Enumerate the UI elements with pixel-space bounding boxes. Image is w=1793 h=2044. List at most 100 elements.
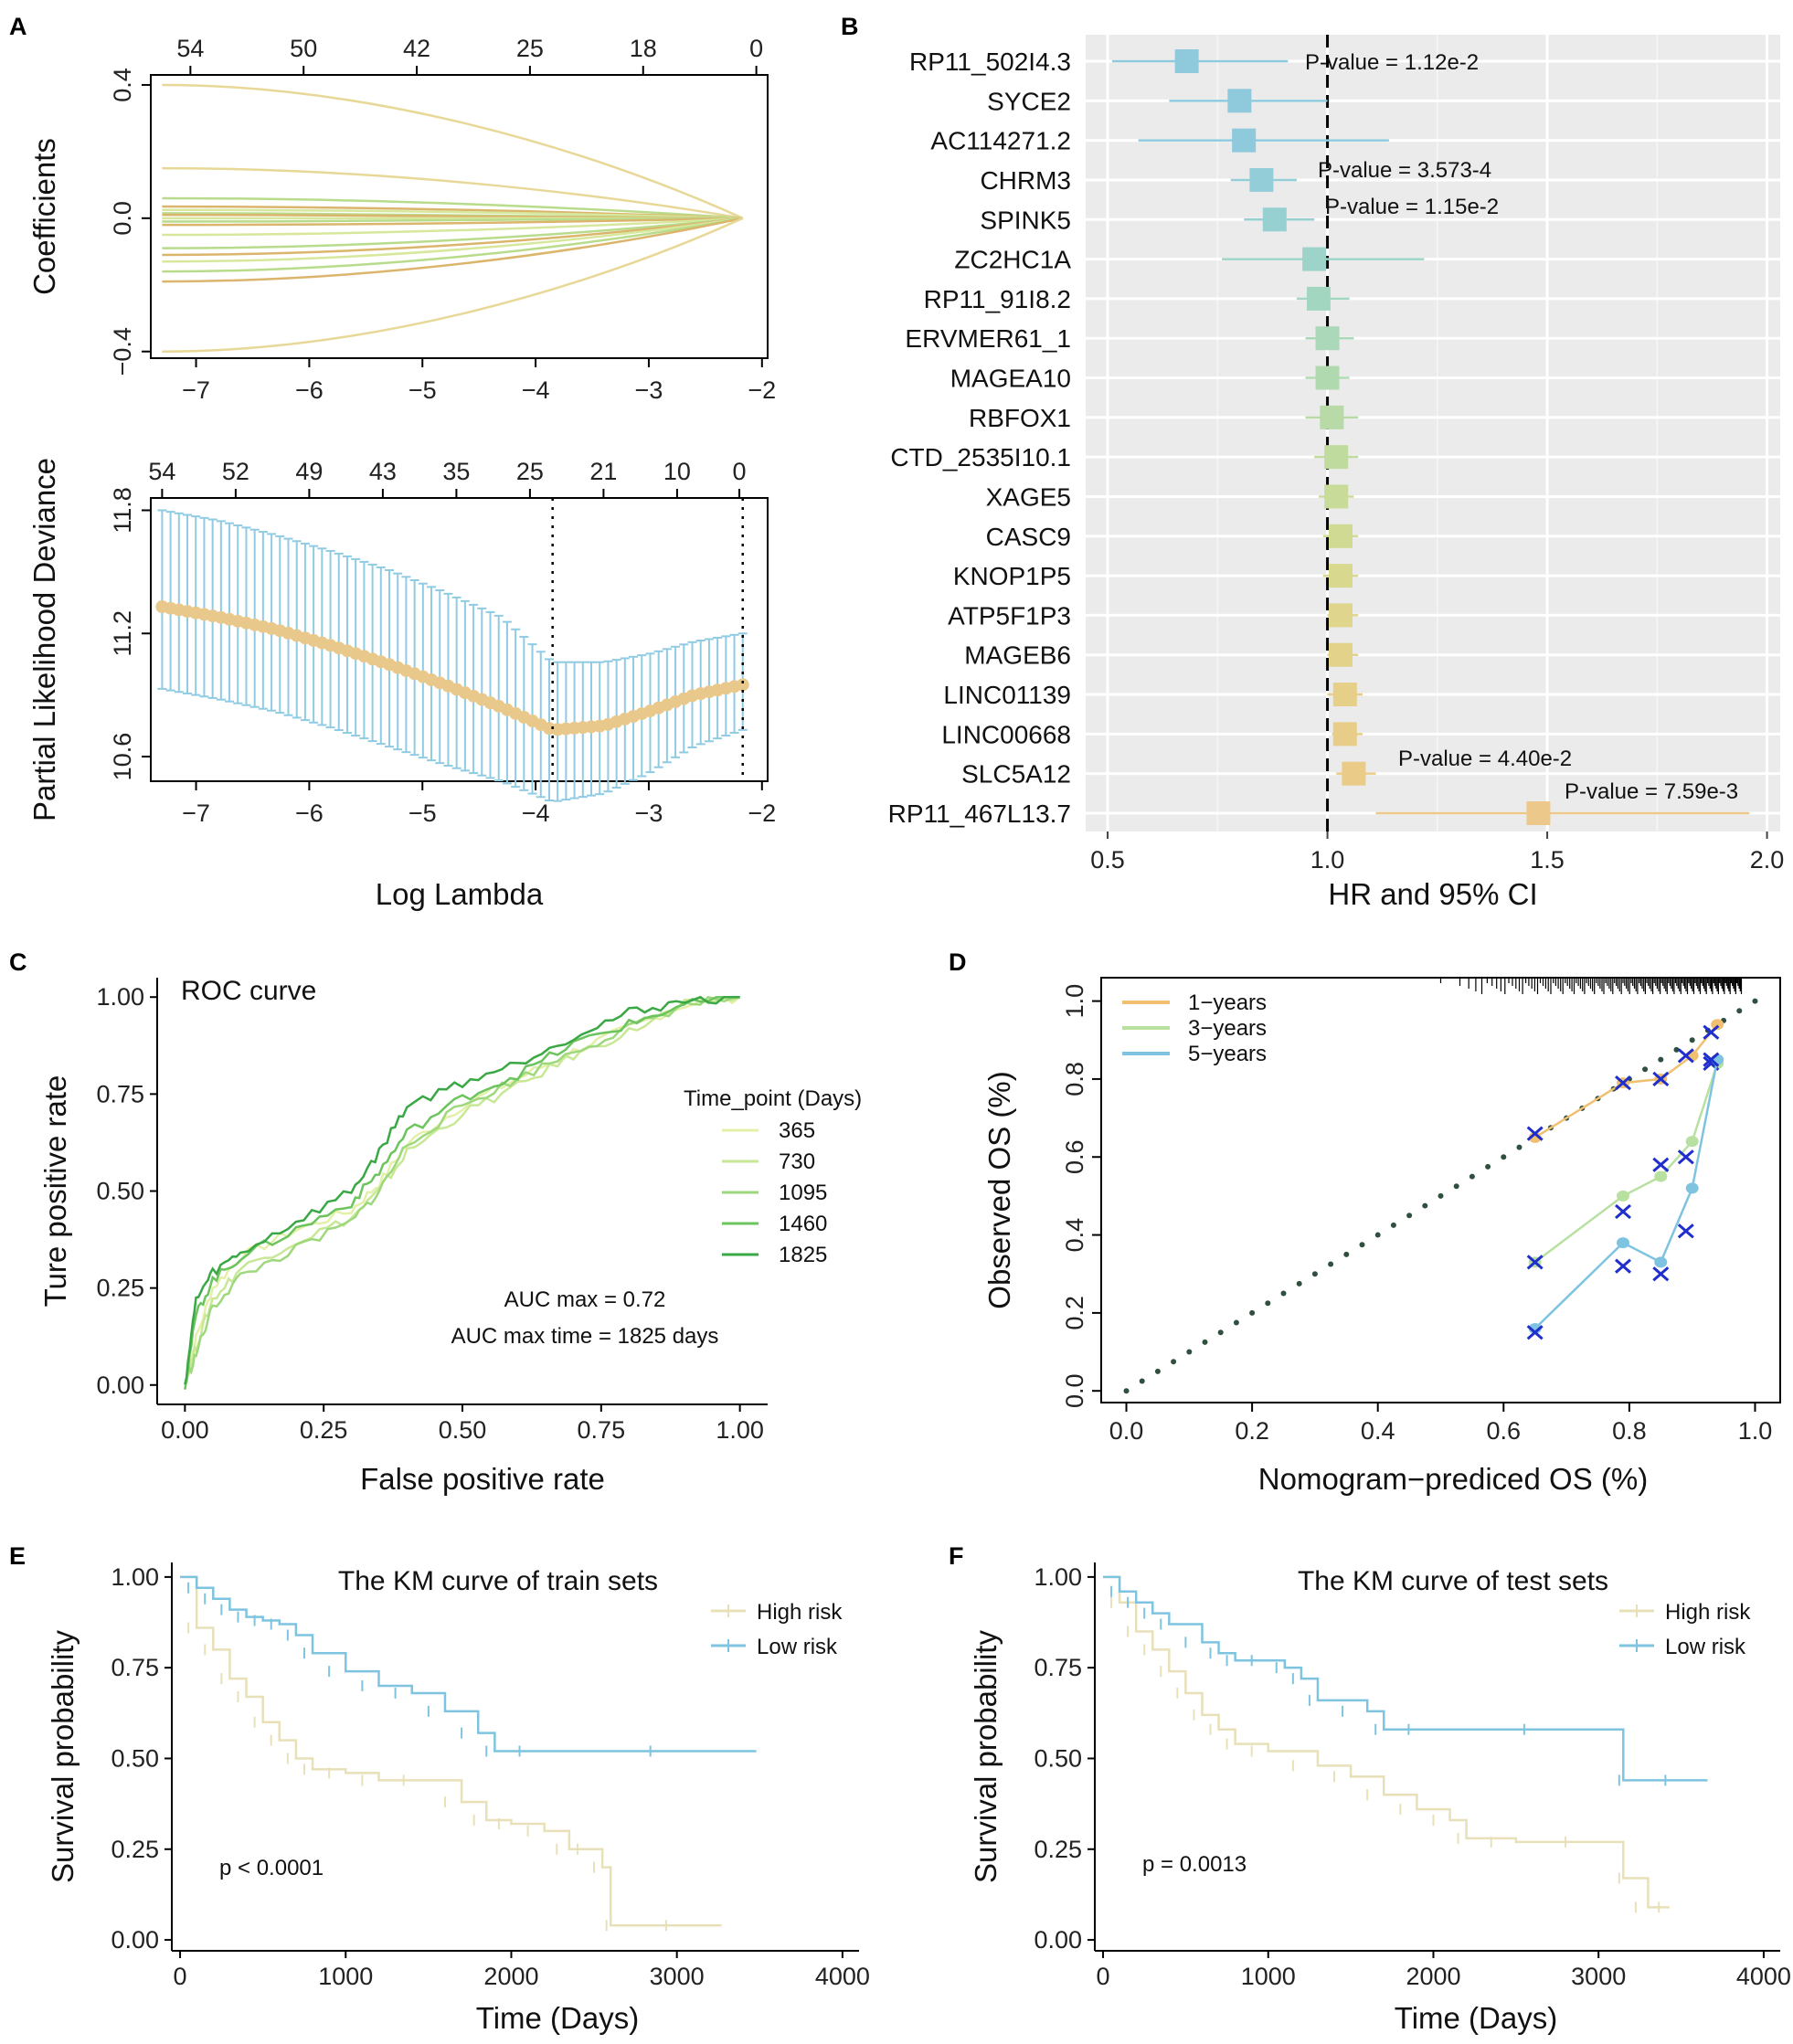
y-tick-label: 0.00: [111, 1926, 159, 1954]
x-tick-label: 0: [174, 1963, 187, 1990]
top-tick-label: 49: [295, 458, 323, 485]
y-tick-label: 0.00: [96, 1371, 144, 1399]
x-tick-label: 2000: [483, 1963, 538, 1990]
hr-point: [1328, 603, 1353, 628]
gene-label: CASC9: [986, 523, 1071, 551]
x-tick-label: 0.8: [1612, 1417, 1647, 1445]
top-tick-label: 25: [516, 458, 544, 485]
hr-point: [1306, 286, 1331, 311]
calibration-point: [1654, 1256, 1668, 1268]
hr-point: [1324, 445, 1349, 470]
x-axis-title: Time (Days): [476, 2001, 639, 2035]
coef-path: [162, 217, 743, 257]
x-tick-label: 1.0: [1738, 1417, 1773, 1445]
top-tick-label: 21: [589, 458, 617, 485]
top-tick-label: 18: [630, 35, 657, 62]
ideal-diagonal-dot: [1374, 1232, 1381, 1238]
roc-curve: [184, 995, 741, 1386]
ideal-diagonal-dot: [1438, 1192, 1444, 1199]
roc-curve: [184, 996, 741, 1391]
ideal-diagonal-dot: [1328, 1261, 1334, 1267]
gene-label: SYCE2: [987, 87, 1071, 115]
gene-label: LINC00668: [941, 720, 1071, 748]
observed-cross-marker: [1615, 1075, 1631, 1091]
y-tick-label: 0.50: [111, 1744, 159, 1772]
ideal-diagonal-dot: [1343, 1251, 1350, 1257]
x-tick-label: 0.6: [1487, 1417, 1522, 1445]
gene-label: KNOP1P5: [953, 562, 1071, 590]
prediction-rug: [1439, 978, 1743, 994]
hr-point: [1174, 49, 1199, 73]
x-tick-label: 0.25: [300, 1416, 348, 1444]
x-axis-title: Nomogram−prediced OS (%): [1258, 1462, 1648, 1496]
panel-letter-a: A: [9, 13, 27, 40]
coef-path: [162, 217, 743, 227]
gene-label: MAGEA10: [950, 365, 1071, 393]
y-tick-label: 11.8: [109, 487, 136, 534]
top-tick-label: 43: [369, 458, 397, 485]
y-tick-label: 0.8: [1061, 1062, 1088, 1096]
legend-label: 365: [779, 1118, 815, 1143]
p-value-annotation: P-value = 1.12e-2: [1305, 50, 1479, 75]
roc-curve: [184, 995, 740, 1385]
top-tick-label: 0: [733, 458, 747, 485]
km-title: The KM curve of train sets: [338, 1566, 658, 1596]
top-tick-label: 52: [222, 458, 249, 485]
legend-label: 730: [779, 1149, 815, 1174]
ideal-diagonal-dot: [1469, 1173, 1475, 1180]
x-tick-label: 1000: [1241, 1963, 1296, 1990]
observed-cross-marker: [1703, 1024, 1720, 1040]
top-tick-label: 42: [403, 35, 430, 62]
coef-path: [162, 217, 743, 237]
x-tick-label: −2: [748, 800, 776, 827]
observed-cross-marker: [1652, 1071, 1670, 1087]
coef-path: [162, 217, 744, 283]
ideal-diagonal-dot: [1359, 1242, 1365, 1248]
ideal-diagonal-dot: [1265, 1300, 1271, 1307]
y-tick-label: 0.0: [109, 201, 136, 236]
p-value-label: p = 0.0013: [1142, 1852, 1247, 1877]
roc-curve: [184, 995, 740, 1390]
ideal-diagonal-dot: [1406, 1213, 1413, 1219]
gene-label: RP11_502I4.3: [909, 48, 1071, 76]
gene-label: AC114271.2: [930, 127, 1071, 155]
y-tick-label: 0.6: [1061, 1139, 1088, 1174]
y-tick-label: 10.6: [109, 733, 136, 781]
p-value-annotation: P-value = 1.15e-2: [1325, 195, 1499, 219]
x-tick-label: 0: [1097, 1963, 1110, 1990]
ideal-diagonal-dot: [1673, 1046, 1680, 1053]
x-tick-label: −3: [635, 800, 663, 827]
legend-title: Time_point (Days): [684, 1086, 862, 1111]
coef-path: [162, 217, 743, 273]
censor-marks: [187, 1582, 652, 1757]
x-tick-label: 0.50: [439, 1416, 487, 1444]
legend-label: Low risk: [1665, 1635, 1746, 1659]
y-tick-label: 0.25: [96, 1275, 144, 1302]
calibration-point: [1711, 1019, 1724, 1031]
y-tick-label: 0.25: [1034, 1836, 1082, 1863]
observed-cross-marker: [1677, 1223, 1694, 1239]
ideal-diagonal-dot: [1217, 1329, 1224, 1336]
ideal-diagonal-dot: [1202, 1339, 1208, 1345]
x-tick-label: 0.75: [578, 1416, 626, 1444]
observed-cross-marker: [1677, 1048, 1694, 1064]
panel-letter-e: E: [9, 1542, 26, 1570]
ideal-diagonal-dot: [1311, 1271, 1318, 1277]
ideal-diagonal-dot: [1658, 1056, 1664, 1063]
gene-label: CHRM3: [980, 166, 1071, 195]
panel-letter-f: F: [949, 1542, 964, 1570]
coef-path: [162, 217, 743, 263]
hr-point: [1324, 484, 1349, 509]
legend-label: Low risk: [757, 1635, 838, 1659]
ideal-diagonal-dot: [1233, 1319, 1239, 1326]
calibration-point: [1654, 1170, 1668, 1182]
coef-path: [162, 83, 744, 219]
survival-curve: [1103, 1575, 1708, 1782]
ideal-diagonal-dot: [1280, 1290, 1287, 1297]
gene-label: SPINK5: [980, 206, 1071, 234]
gene-label: CTD_2535I10.1: [890, 443, 1071, 471]
hr-point: [1320, 405, 1344, 429]
y-tick-label: 0.4: [109, 68, 136, 102]
x-tick-label: 0.4: [1361, 1417, 1395, 1445]
observed-cross-marker: [1677, 1149, 1694, 1165]
